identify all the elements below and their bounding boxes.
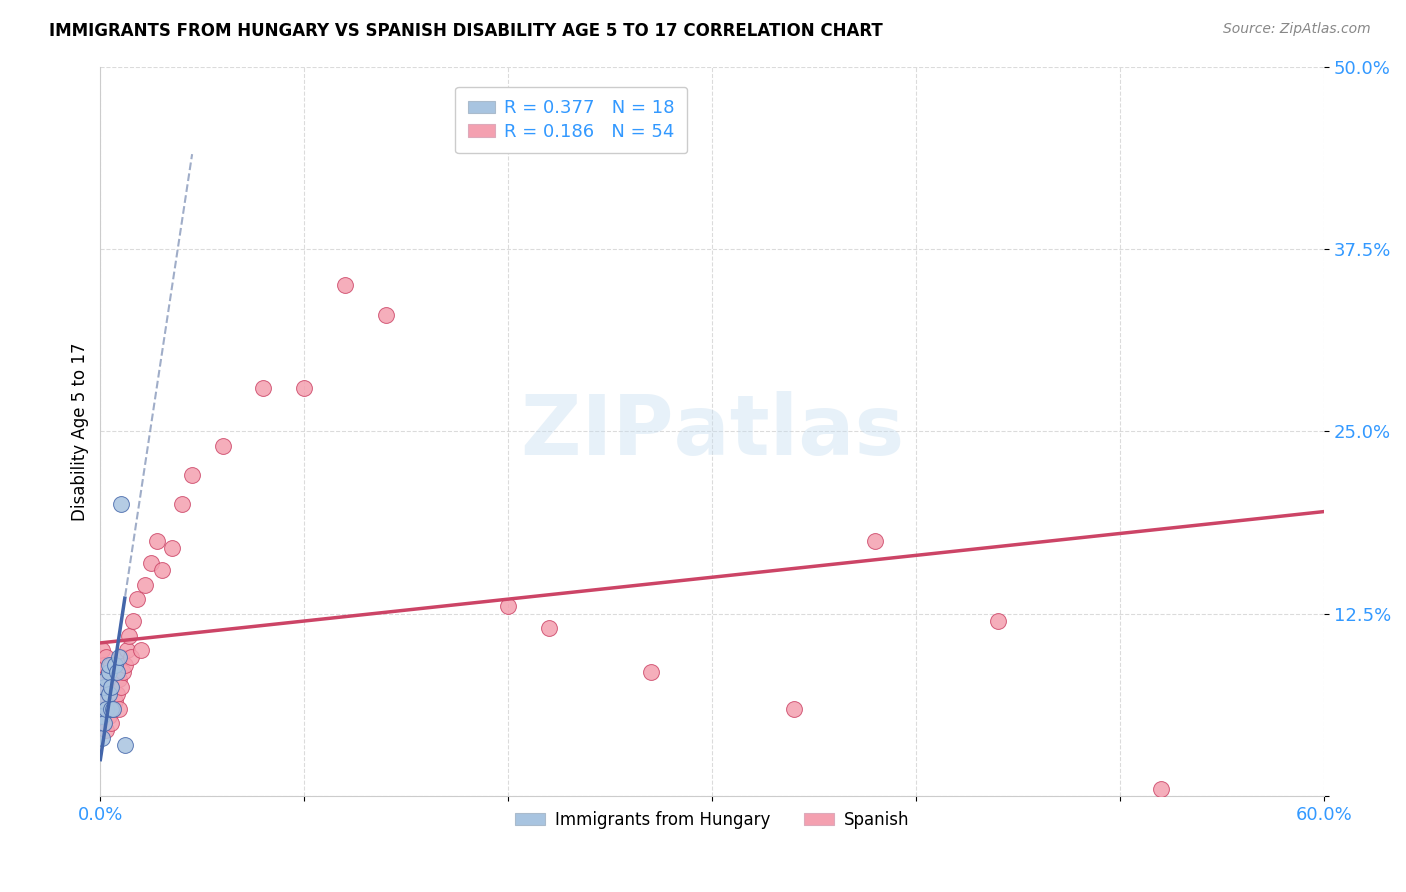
- Point: [96, 694, 118, 708]
- Point: [97, 687, 120, 701]
- Point: [91, 643, 114, 657]
- Point: [1150, 781, 1173, 796]
- Point: [783, 701, 806, 715]
- Text: Source: ZipAtlas.com: Source: ZipAtlas.com: [1223, 22, 1371, 37]
- Point: [91, 709, 114, 723]
- Point: [104, 657, 127, 672]
- Point: [146, 533, 169, 548]
- Point: [111, 665, 134, 679]
- Point: [93, 680, 115, 694]
- Legend: Immigrants from Hungary, Spanish: Immigrants from Hungary, Spanish: [509, 804, 915, 835]
- Point: [170, 497, 193, 511]
- Point: [97, 657, 120, 672]
- Point: [93, 680, 115, 694]
- Point: [93, 657, 115, 672]
- Point: [100, 716, 122, 731]
- Point: [110, 650, 132, 665]
- Point: [134, 577, 156, 591]
- Point: [91, 673, 114, 687]
- Point: [96, 673, 118, 687]
- Point: [105, 665, 128, 679]
- Point: [987, 614, 1010, 628]
- Point: [100, 680, 122, 694]
- Point: [97, 709, 120, 723]
- Point: [96, 673, 118, 687]
- Point: [141, 556, 163, 570]
- Point: [114, 657, 136, 672]
- Point: [292, 381, 315, 395]
- Text: IMMIGRANTS FROM HUNGARY VS SPANISH DISABILITY AGE 5 TO 17 CORRELATION CHART: IMMIGRANTS FROM HUNGARY VS SPANISH DISAB…: [49, 22, 883, 40]
- Point: [110, 680, 132, 694]
- Y-axis label: Disability Age 5 to 17: Disability Age 5 to 17: [72, 343, 89, 521]
- Point: [101, 701, 124, 715]
- Point: [150, 563, 173, 577]
- Point: [104, 657, 127, 672]
- Point: [93, 701, 115, 715]
- Point: [100, 680, 122, 694]
- Point: [100, 701, 122, 715]
- Point: [97, 665, 120, 679]
- Point: [118, 629, 141, 643]
- Point: [93, 716, 115, 731]
- Point: [496, 599, 519, 614]
- Point: [93, 716, 115, 731]
- Point: [101, 701, 124, 715]
- Point: [374, 308, 396, 322]
- Point: [211, 439, 233, 453]
- Point: [122, 614, 145, 628]
- Point: [333, 278, 356, 293]
- Point: [96, 701, 118, 715]
- Point: [93, 694, 115, 708]
- Point: [91, 731, 114, 745]
- Point: [97, 665, 120, 679]
- Point: [107, 650, 129, 665]
- Point: [160, 541, 183, 555]
- Point: [100, 657, 122, 672]
- Point: [105, 665, 128, 679]
- Point: [125, 592, 148, 607]
- Point: [110, 497, 132, 511]
- Point: [107, 701, 129, 715]
- Point: [114, 738, 136, 752]
- Point: [96, 723, 118, 738]
- Point: [97, 687, 120, 701]
- Point: [129, 643, 152, 657]
- Point: [120, 650, 142, 665]
- Point: [104, 694, 127, 708]
- Point: [101, 665, 124, 679]
- Point: [537, 621, 560, 635]
- Point: [105, 687, 128, 701]
- Point: [181, 468, 204, 483]
- Point: [115, 643, 138, 657]
- Text: ZIP​atlas: ZIP​atlas: [520, 391, 904, 472]
- Point: [865, 533, 887, 548]
- Point: [107, 673, 129, 687]
- Point: [91, 701, 114, 715]
- Point: [640, 665, 662, 679]
- Point: [96, 650, 118, 665]
- Point: [252, 381, 274, 395]
